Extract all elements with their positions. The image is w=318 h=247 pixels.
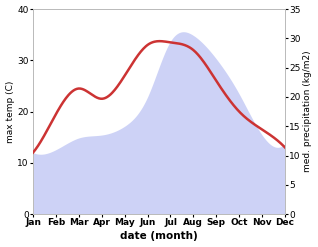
X-axis label: date (month): date (month)	[120, 231, 198, 242]
Y-axis label: med. precipitation (kg/m2): med. precipitation (kg/m2)	[303, 51, 313, 172]
Y-axis label: max temp (C): max temp (C)	[5, 80, 15, 143]
